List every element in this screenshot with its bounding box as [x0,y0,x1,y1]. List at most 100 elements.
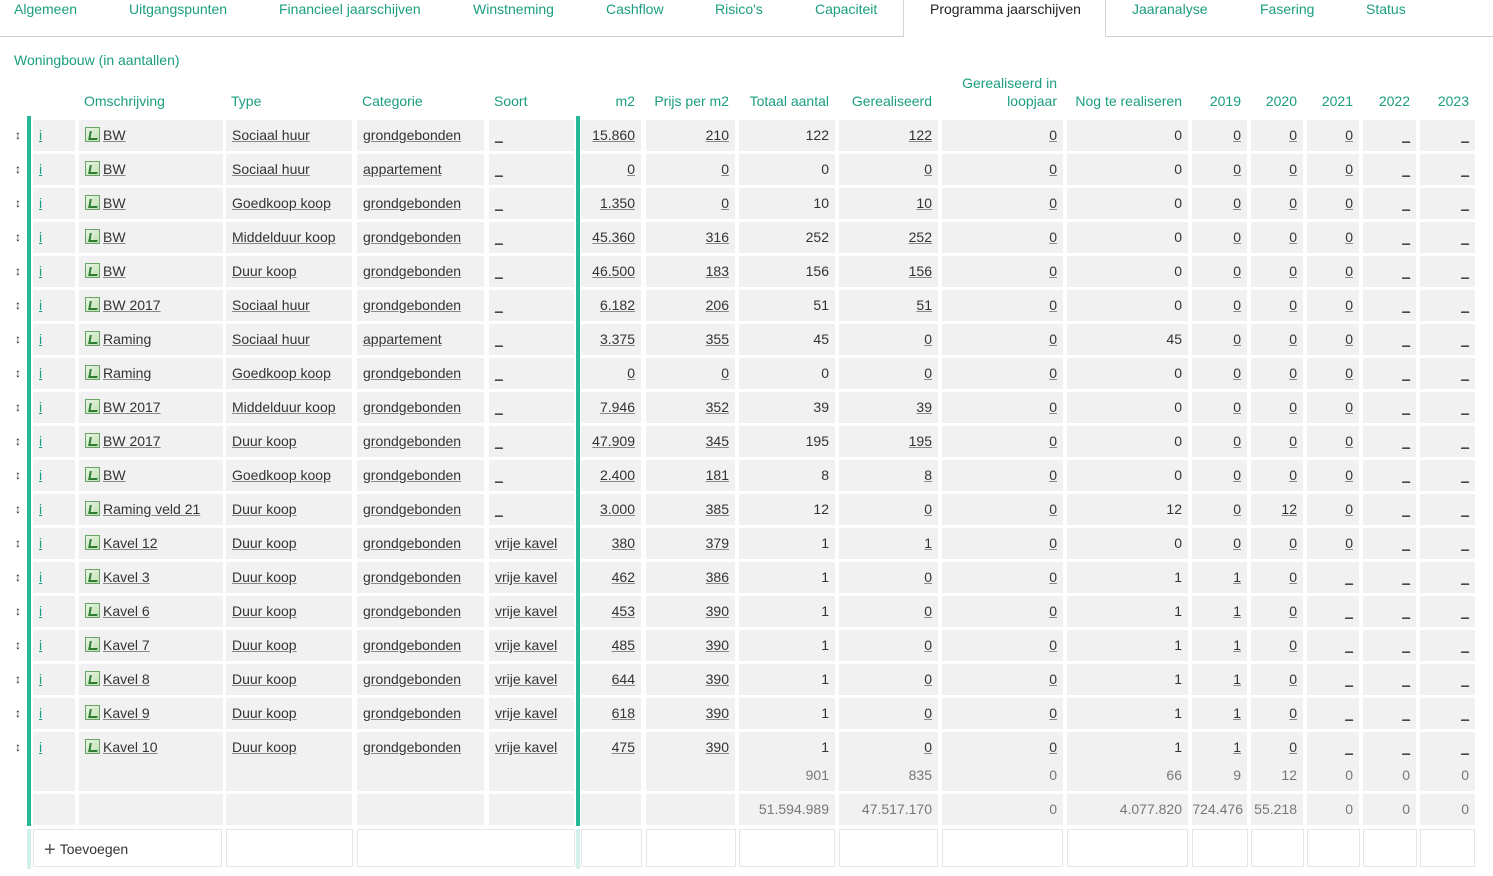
omschrijving-link[interactable]: Kavel 6 [103,603,150,619]
loopjaar-link[interactable]: 0 [1049,127,1057,143]
spreadsheet-icon[interactable] [85,365,100,380]
spreadsheet-icon[interactable] [85,297,100,312]
drag-handle-icon[interactable]: ↕ [15,230,21,244]
year-link-2023[interactable]: _ [1461,671,1469,687]
drag-handle-icon[interactable]: ↕ [15,366,21,380]
spreadsheet-icon[interactable] [85,161,100,176]
spreadsheet-icon[interactable] [85,705,100,720]
year-link-2023[interactable]: _ [1461,467,1469,483]
drag-handle-icon[interactable]: ↕ [15,706,21,720]
soort-link[interactable]: _ [495,399,503,415]
categorie-link[interactable]: grondgebonden [363,127,462,143]
m2-link[interactable]: 618 [611,705,635,721]
gerealiseerd-link[interactable]: 0 [924,331,932,347]
spreadsheet-icon[interactable] [85,229,100,244]
gerealiseerd-link[interactable]: 252 [908,229,932,245]
categorie-link[interactable]: grondgebonden [363,637,462,653]
soort-link[interactable]: vrije kavel [495,603,558,619]
gerealiseerd-link[interactable]: 0 [924,739,932,755]
year-link-2022[interactable]: _ [1402,365,1410,381]
year-link-2021[interactable]: 0 [1345,297,1353,313]
soort-link[interactable]: vrije kavel [495,739,558,755]
omschrijving-link[interactable]: BW [103,467,126,483]
year-link-2019[interactable]: 0 [1233,195,1241,211]
m2-link[interactable]: 462 [611,569,635,585]
year-link-2020[interactable]: 0 [1289,671,1297,687]
loopjaar-link[interactable]: 0 [1049,365,1057,381]
categorie-link[interactable]: grondgebonden [363,603,462,619]
year-link-2023[interactable]: _ [1461,297,1469,313]
year-link-2022[interactable]: _ [1402,331,1410,347]
prijs-link[interactable]: 345 [705,433,729,449]
year-link-2021[interactable]: _ [1345,569,1353,585]
year-link-2019[interactable]: 0 [1233,229,1241,245]
info-link[interactable]: i [39,569,43,585]
info-link[interactable]: i [39,739,43,755]
drag-handle-icon[interactable]: ↕ [15,196,21,210]
year-link-2022[interactable]: _ [1402,501,1410,517]
categorie-link[interactable]: grondgebonden [363,671,462,687]
omschrijving-link[interactable]: BW [103,263,126,279]
prijs-link[interactable]: 181 [705,467,729,483]
type-link[interactable]: Duur koop [232,671,297,687]
tab-fasering[interactable]: Fasering [1260,1,1315,17]
gerealiseerd-link[interactable]: 0 [924,637,932,653]
gerealiseerd-link[interactable]: 8 [924,467,932,483]
year-link-2020[interactable]: 0 [1289,433,1297,449]
spreadsheet-icon[interactable] [85,671,100,686]
gerealiseerd-link[interactable]: 0 [924,161,932,177]
type-link[interactable]: Duur koop [232,637,297,653]
prijs-link[interactable]: 390 [705,671,729,687]
year-link-2023[interactable]: _ [1461,535,1469,551]
tab-jaaranalyse[interactable]: Jaaranalyse [1132,1,1208,17]
gerealiseerd-link[interactable]: 0 [924,569,932,585]
spreadsheet-icon[interactable] [85,399,100,414]
loopjaar-link[interactable]: 0 [1049,637,1057,653]
year-link-2021[interactable]: 0 [1345,399,1353,415]
year-link-2019[interactable]: 0 [1233,365,1241,381]
prijs-link[interactable]: 206 [705,297,729,313]
year-link-2022[interactable]: _ [1402,127,1410,143]
loopjaar-link[interactable]: 0 [1049,433,1057,449]
prijs-link[interactable]: 386 [705,569,729,585]
info-link[interactable]: i [39,705,43,721]
info-link[interactable]: i [39,501,43,517]
soort-link[interactable]: _ [495,127,503,143]
info-link[interactable]: i [39,603,43,619]
year-link-2019[interactable]: 0 [1233,467,1241,483]
year-link-2020[interactable]: 0 [1289,399,1297,415]
year-link-2023[interactable]: _ [1461,705,1469,721]
prijs-link[interactable]: 316 [705,229,729,245]
categorie-link[interactable]: grondgebonden [363,399,462,415]
prijs-link[interactable]: 390 [705,739,729,755]
spreadsheet-icon[interactable] [85,637,100,652]
drag-handle-icon[interactable]: ↕ [15,468,21,482]
info-link[interactable]: i [39,399,43,415]
year-link-2020[interactable]: 12 [1281,501,1297,517]
m2-link[interactable]: 45.360 [592,229,635,245]
omschrijving-link[interactable]: Kavel 10 [103,739,158,755]
year-link-2020[interactable]: 0 [1289,127,1297,143]
tab-status[interactable]: Status [1366,1,1406,17]
type-link[interactable]: Goedkoop koop [232,195,331,211]
loopjaar-link[interactable]: 0 [1049,569,1057,585]
info-link[interactable]: i [39,365,43,381]
info-link[interactable]: i [39,263,43,279]
year-link-2022[interactable]: _ [1402,161,1410,177]
year-link-2019[interactable]: 1 [1233,569,1241,585]
tab-cashflow[interactable]: Cashflow [606,1,664,17]
drag-handle-icon[interactable]: ↕ [15,162,21,176]
omschrijving-link[interactable]: Raming [103,365,152,381]
year-link-2019[interactable]: 0 [1233,127,1241,143]
categorie-link[interactable]: grondgebonden [363,569,462,585]
soort-link[interactable]: _ [495,467,503,483]
gerealiseerd-link[interactable]: 0 [924,501,932,517]
prijs-link[interactable]: 0 [721,365,729,381]
prijs-link[interactable]: 352 [705,399,729,415]
year-link-2023[interactable]: _ [1461,161,1469,177]
drag-handle-icon[interactable]: ↕ [15,502,21,516]
type-link[interactable]: Goedkoop koop [232,467,331,483]
soort-link[interactable]: _ [495,297,503,313]
tab-capaciteit[interactable]: Capaciteit [815,1,878,17]
spreadsheet-icon[interactable] [85,569,100,584]
